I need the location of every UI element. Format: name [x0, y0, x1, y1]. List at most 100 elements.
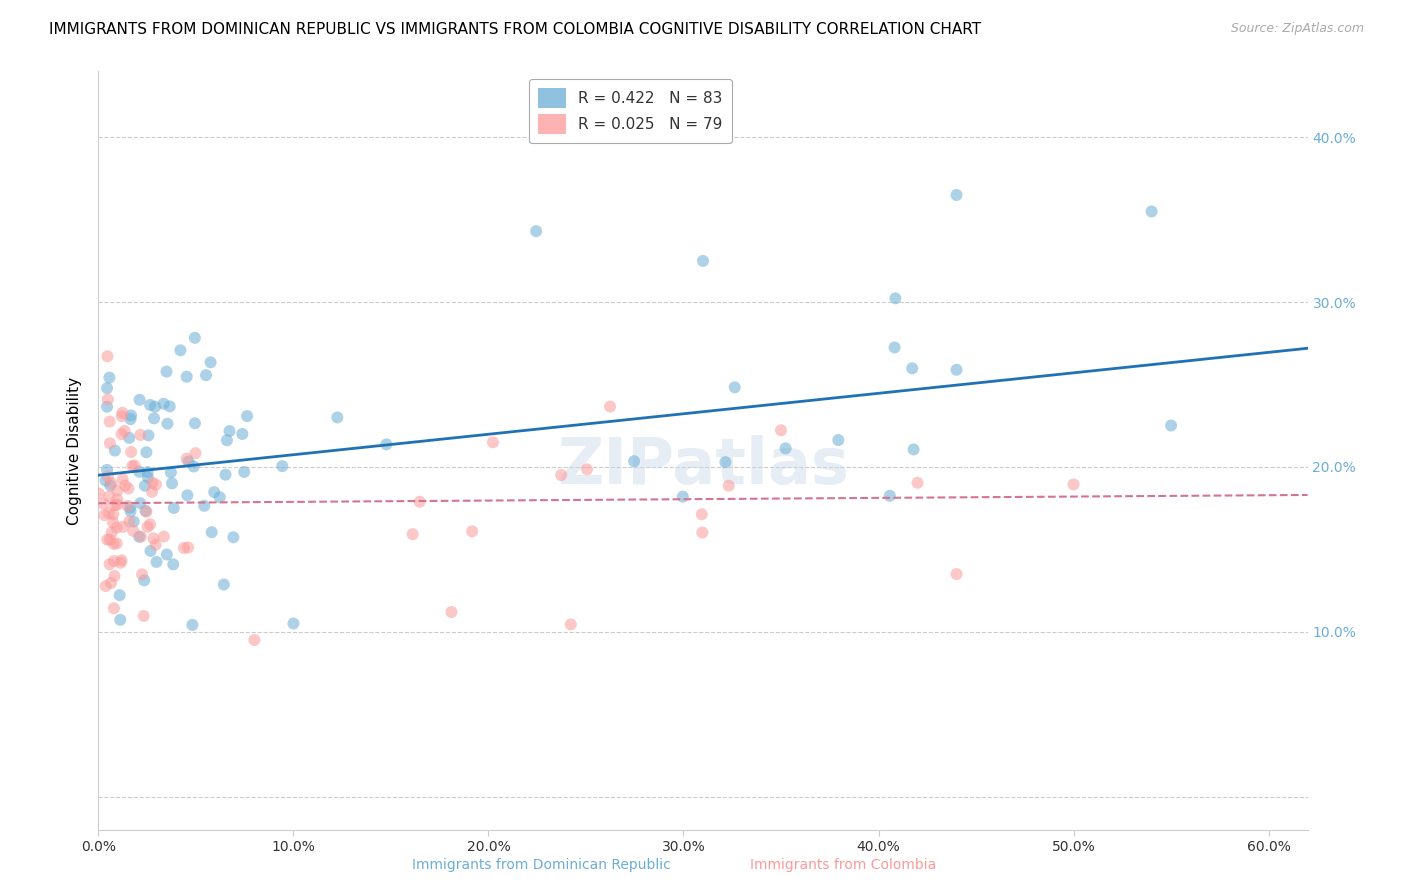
Point — [139, 517, 162, 532]
Point — [222, 530, 245, 544]
Point — [218, 424, 240, 438]
Point — [89, 486, 111, 500]
Point — [98, 478, 121, 492]
Point — [163, 500, 186, 515]
Point — [769, 423, 792, 437]
Point — [143, 411, 166, 425]
Point — [97, 392, 120, 407]
Point — [440, 605, 463, 619]
Point — [141, 475, 163, 490]
Point — [184, 331, 207, 345]
Point — [575, 462, 598, 476]
Point — [128, 530, 150, 544]
Point — [271, 459, 294, 474]
Point — [118, 514, 141, 528]
Text: Immigrants from Dominican Republic: Immigrants from Dominican Republic — [412, 858, 671, 872]
Point — [599, 400, 621, 414]
Point — [1160, 418, 1182, 433]
Point — [120, 445, 142, 459]
Point — [96, 381, 118, 395]
Point — [160, 466, 183, 480]
Point — [524, 224, 547, 238]
Text: Source: ZipAtlas.com: Source: ZipAtlas.com — [1230, 22, 1364, 36]
Text: ZIPatlas: ZIPatlas — [557, 434, 849, 497]
Point — [131, 567, 153, 582]
Point — [94, 474, 117, 488]
Point — [135, 445, 157, 459]
Point — [903, 442, 925, 457]
Legend: R = 0.422   N = 83, R = 0.025   N = 79: R = 0.422 N = 83, R = 0.025 N = 79 — [529, 79, 731, 143]
Point — [129, 496, 152, 510]
Point — [169, 343, 191, 358]
Point — [1063, 477, 1085, 491]
Point — [176, 369, 198, 384]
Point — [177, 541, 200, 555]
Point — [103, 569, 125, 583]
Point — [93, 508, 115, 522]
Point — [145, 477, 167, 491]
Point — [214, 467, 236, 482]
Point — [879, 489, 901, 503]
Point — [690, 508, 713, 522]
Point — [129, 428, 152, 442]
Point — [200, 355, 222, 369]
Point — [945, 567, 967, 582]
Point — [134, 504, 156, 518]
Point — [98, 370, 121, 384]
Point — [122, 524, 145, 538]
Point — [1140, 204, 1163, 219]
Point — [945, 188, 967, 202]
Point — [118, 500, 141, 515]
Point — [110, 427, 132, 442]
Point — [141, 484, 163, 499]
Point — [100, 576, 122, 591]
Point — [96, 533, 118, 547]
Point — [96, 349, 118, 363]
Point — [98, 557, 121, 571]
Point — [134, 479, 156, 493]
Point — [945, 363, 967, 377]
Point — [208, 490, 231, 504]
Point — [111, 409, 134, 424]
Point — [136, 470, 159, 484]
Point — [212, 577, 235, 591]
Point — [132, 608, 155, 623]
Point — [111, 520, 134, 534]
Point — [128, 465, 150, 479]
Point — [120, 504, 142, 518]
Point — [177, 454, 200, 468]
Point — [326, 410, 349, 425]
Point — [104, 498, 127, 512]
Text: Immigrants from Colombia: Immigrants from Colombia — [751, 858, 936, 872]
Point — [96, 400, 118, 414]
Point — [143, 400, 166, 414]
Point — [117, 499, 139, 513]
Point — [827, 433, 849, 447]
Point — [104, 443, 127, 458]
Point — [215, 434, 238, 448]
Point — [121, 459, 143, 474]
Point — [103, 508, 125, 522]
Point — [136, 520, 159, 534]
Point — [103, 601, 125, 615]
Point — [724, 380, 747, 394]
Point — [145, 555, 167, 569]
Point — [105, 520, 128, 534]
Point — [231, 427, 253, 442]
Point — [775, 442, 797, 456]
Point — [120, 412, 142, 426]
Point — [96, 463, 118, 477]
Point — [142, 532, 165, 546]
Point — [134, 574, 156, 588]
Point — [156, 548, 179, 562]
Point — [111, 472, 134, 486]
Point — [93, 497, 115, 511]
Point — [120, 409, 142, 423]
Point — [672, 490, 695, 504]
Point — [883, 341, 905, 355]
Point — [623, 454, 645, 468]
Point — [153, 529, 176, 543]
Point — [114, 424, 136, 438]
Point — [884, 291, 907, 305]
Point — [560, 617, 582, 632]
